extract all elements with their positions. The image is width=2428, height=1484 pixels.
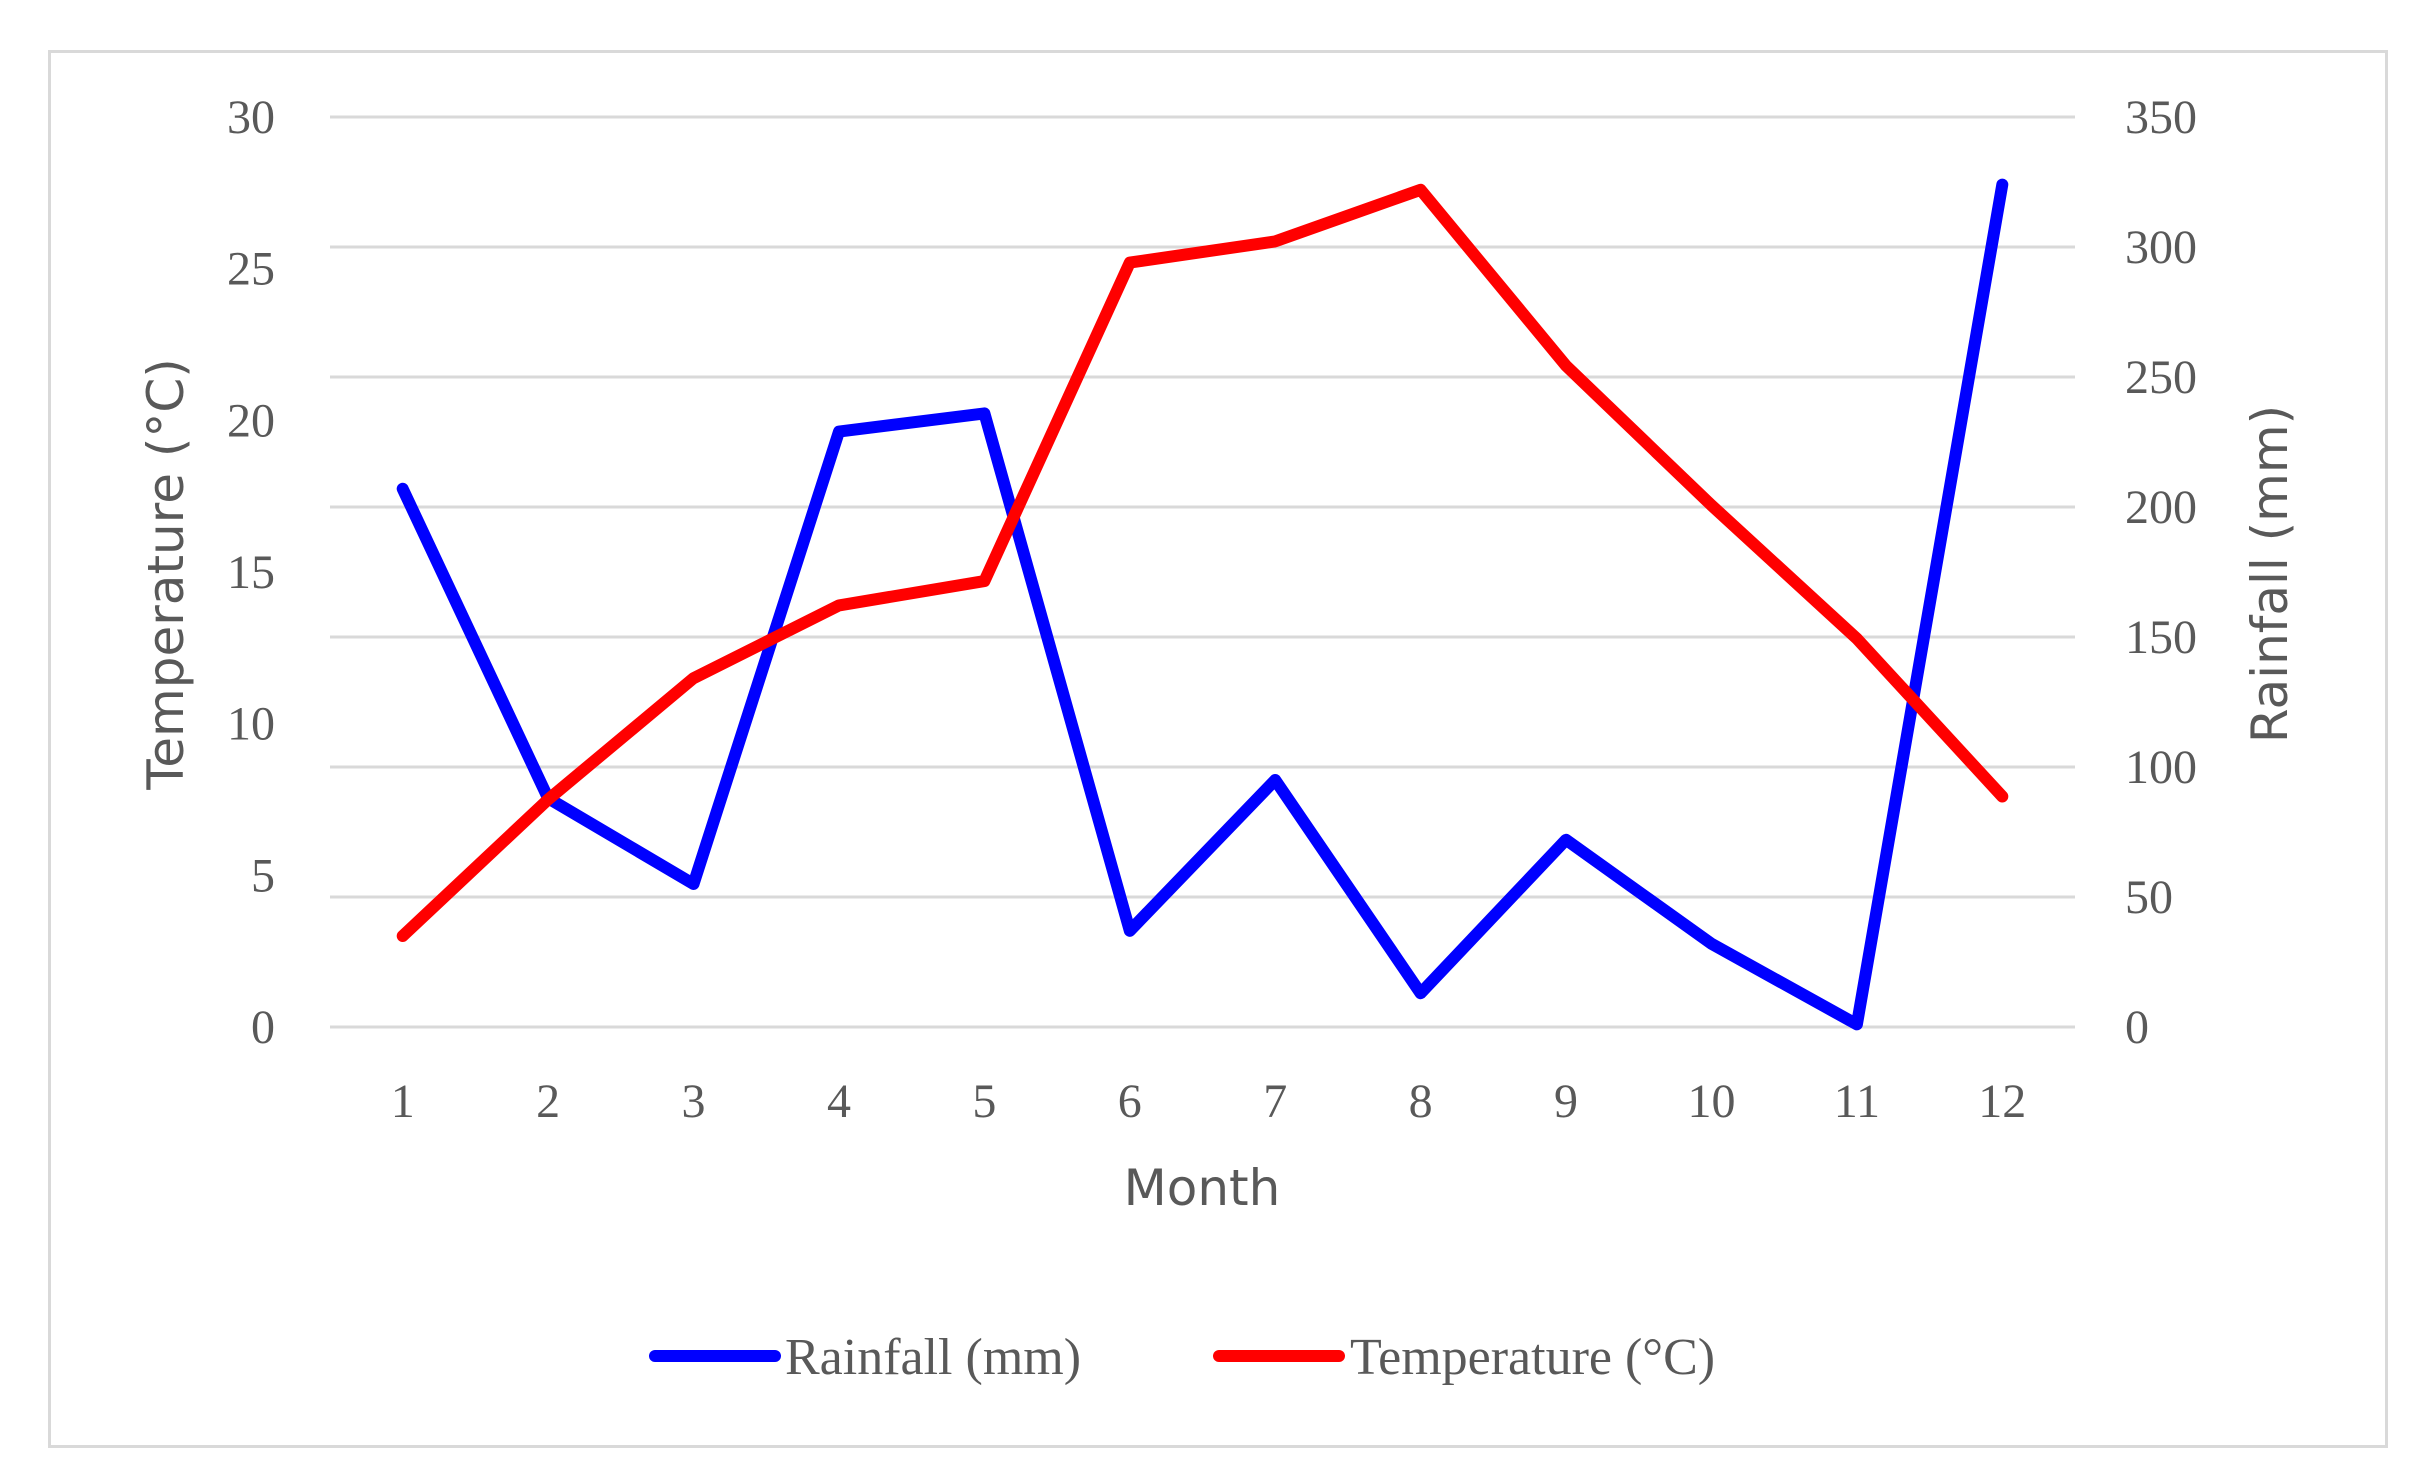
- x-tick-label: 7: [1263, 1075, 1287, 1128]
- x-tick-label: 11: [1834, 1075, 1880, 1128]
- right-tick-label: 300: [2125, 221, 2197, 274]
- x-tick-label: 2: [536, 1075, 560, 1128]
- x-axis-title: Month: [1124, 1159, 1281, 1217]
- right-tick-label: 200: [2125, 481, 2197, 534]
- right-tick-label: 0: [2125, 1001, 2149, 1054]
- x-tick-label: 12: [1978, 1075, 2026, 1128]
- x-tick-label: 6: [1118, 1075, 1142, 1128]
- right-tick-label: 250: [2125, 351, 2197, 404]
- right-tick-label: 350: [2125, 91, 2197, 144]
- legend: Rainfall (mm) Temperature (°C): [649, 1329, 1715, 1386]
- legend-label-temperature: Temperature (°C): [1350, 1329, 1715, 1386]
- series-lines: [396, 178, 2009, 1031]
- right-tick-label: 50: [2125, 871, 2173, 924]
- x-tick-label: 10: [1687, 1075, 1735, 1128]
- x-tick-label: 4: [827, 1075, 851, 1128]
- right-axis-ticks: 0 50 100 150 200 250 300 350: [2125, 91, 2197, 1054]
- left-tick-label: 0: [251, 1001, 275, 1054]
- x-tick-label: 9: [1554, 1075, 1578, 1128]
- right-tick-label: 100: [2125, 741, 2197, 794]
- left-axis-ticks: 0 5 10 15 20 25 30: [227, 91, 275, 1054]
- x-tick-label: 1: [391, 1075, 415, 1128]
- left-axis-title: Temperature (°C): [137, 358, 195, 791]
- left-tick-label: 30: [227, 91, 275, 144]
- series-line-temperature: [396, 183, 2009, 942]
- x-tick-label: 3: [682, 1075, 706, 1128]
- left-tick-label: 15: [227, 546, 275, 599]
- x-tick-label: 8: [1409, 1075, 1433, 1128]
- x-tick-label: 5: [972, 1075, 996, 1128]
- left-tick-label: 10: [227, 698, 275, 751]
- left-tick-label: 20: [227, 394, 275, 447]
- legend-label-rainfall: Rainfall (mm): [785, 1329, 1081, 1386]
- gridlines: [330, 115, 2075, 1029]
- left-tick-label: 5: [251, 849, 275, 902]
- series-line-rainfall: [396, 178, 2009, 1031]
- left-tick-label: 25: [227, 243, 275, 296]
- right-axis-title: Rainfall (mm): [2241, 405, 2299, 743]
- right-tick-label: 150: [2125, 611, 2197, 664]
- x-axis-ticks: 1 2 3 4 5 6 7 8 9 10 11 12: [391, 1075, 2027, 1128]
- chart-frame: [48, 50, 2388, 1448]
